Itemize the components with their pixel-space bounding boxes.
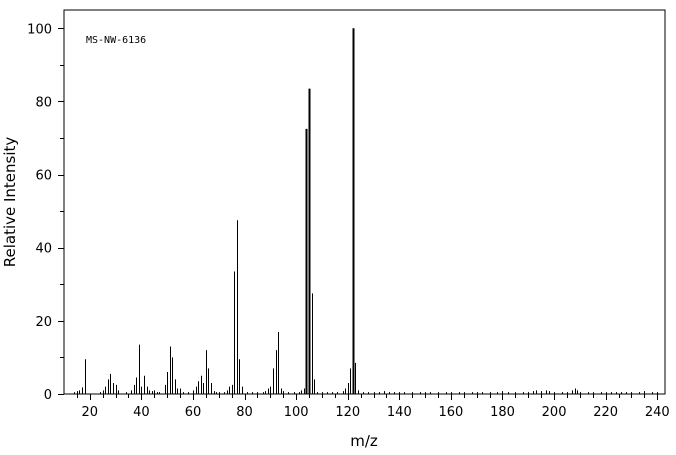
plot-frame xyxy=(63,9,666,395)
y-tick-label: 20 xyxy=(35,315,52,330)
x-tick-label: 240 xyxy=(645,405,670,420)
y-axis-ticks: 0 20 40 60 80 100 xyxy=(27,22,64,403)
y-tick-label: 100 xyxy=(27,22,52,37)
x-tick-label: 160 xyxy=(438,405,463,420)
x-tick-label: 100 xyxy=(284,405,309,420)
x-tick-label: 180 xyxy=(490,405,515,420)
x-tick-label: 20 xyxy=(82,405,99,420)
x-tick-label: 220 xyxy=(593,405,618,420)
y-tick-label: 40 xyxy=(35,242,52,257)
x-axis-ticks: 20 40 60 80 100 120 140 160 180 200 220 240 xyxy=(77,394,670,420)
x-tick-label: 40 xyxy=(133,405,150,420)
spectrum-annotation: MS-NW-6136 xyxy=(86,35,146,46)
y-axis-title: Relative Intensity xyxy=(1,137,19,268)
peaks-group xyxy=(74,28,658,394)
x-tick-label: 200 xyxy=(542,405,567,420)
y-tick-label: 0 xyxy=(44,388,52,403)
x-tick-label: 80 xyxy=(236,405,253,420)
x-tick-label: 60 xyxy=(185,405,202,420)
x-tick-label: 140 xyxy=(387,405,412,420)
y-tick-label: 80 xyxy=(35,95,52,110)
x-tick-label: 120 xyxy=(335,405,360,420)
x-axis-title: m/z xyxy=(350,432,378,450)
y-tick-label: 60 xyxy=(35,169,52,184)
